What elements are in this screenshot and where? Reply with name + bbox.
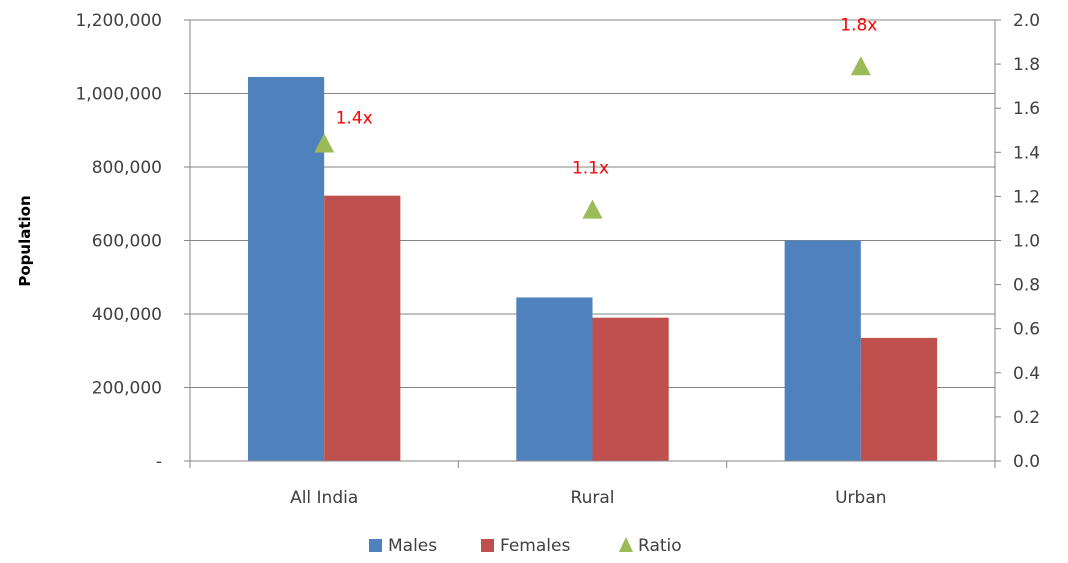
left-axis-tick-label: 600,000 — [92, 232, 162, 252]
legend-item-males: Males — [369, 536, 437, 556]
left-axis-tick-label: 200,000 — [92, 379, 162, 399]
right-axis-tick-label: 1.8 — [1013, 55, 1040, 75]
legend-item-females: Females — [481, 536, 570, 556]
left-axis-tick-label: 1,000,000 — [75, 85, 162, 105]
right-axis-tick-label: 1.0 — [1013, 232, 1040, 252]
legend-swatch-females — [481, 539, 494, 552]
right-axis-tick-label: 0.4 — [1013, 364, 1040, 384]
right-axis-tick-label: 0.8 — [1013, 276, 1040, 296]
left-axis-tick-label: - — [156, 452, 162, 472]
legend-swatch-ratio — [619, 537, 633, 552]
category-label: Urban — [835, 488, 886, 508]
right-axis-tick-label: 0.0 — [1013, 452, 1040, 472]
bar-males — [247, 76, 325, 462]
ratio-markers: 1.4x 1.1x 1.8x — [314, 15, 877, 219]
right-axis-tick-label: 0.6 — [1013, 320, 1040, 340]
legend: Males Females Ratio — [369, 536, 682, 556]
right-axis-tick-label: 1.2 — [1013, 187, 1040, 207]
ratio-data-label: 1.8x — [840, 15, 877, 35]
legend-label: Males — [388, 536, 437, 556]
legend-label: Ratio — [638, 536, 682, 556]
bar-males — [784, 240, 861, 461]
bar-males — [516, 297, 593, 461]
bars — [247, 76, 938, 462]
bar-females — [592, 317, 669, 461]
left-axis-tick-label: 800,000 — [92, 158, 162, 178]
ratio-marker — [582, 199, 603, 219]
ratio-marker — [314, 133, 335, 153]
right-axis-tick-label: 1.4 — [1013, 143, 1040, 163]
right-axis-tick-label: 0.2 — [1013, 408, 1040, 428]
left-axis-tick-label: 400,000 — [92, 305, 162, 325]
category-label: Rural — [571, 488, 615, 508]
ratio-data-label: 1.4x — [336, 108, 373, 128]
axes — [184, 19, 1001, 468]
right-axis-tick-label: 1.6 — [1013, 99, 1040, 119]
right-axis-tick-label: 2.0 — [1013, 11, 1040, 31]
bar-females — [860, 337, 938, 461]
ratio-data-label: 1.1x — [572, 159, 609, 179]
tick-labels: - 200,000 400,000 600,000 800,000 1,000,000 1,… — [75, 11, 1040, 508]
left-axis-tick-label: 1,200,000 — [75, 11, 162, 31]
category-label: All India — [290, 488, 358, 508]
legend-label: Females — [500, 536, 570, 556]
ratio-marker — [850, 56, 871, 76]
y-axis-title: Population — [16, 195, 34, 286]
legend-swatch-males — [369, 539, 382, 552]
legend-item-ratio: Ratio — [619, 536, 682, 556]
bar-females — [324, 195, 401, 462]
